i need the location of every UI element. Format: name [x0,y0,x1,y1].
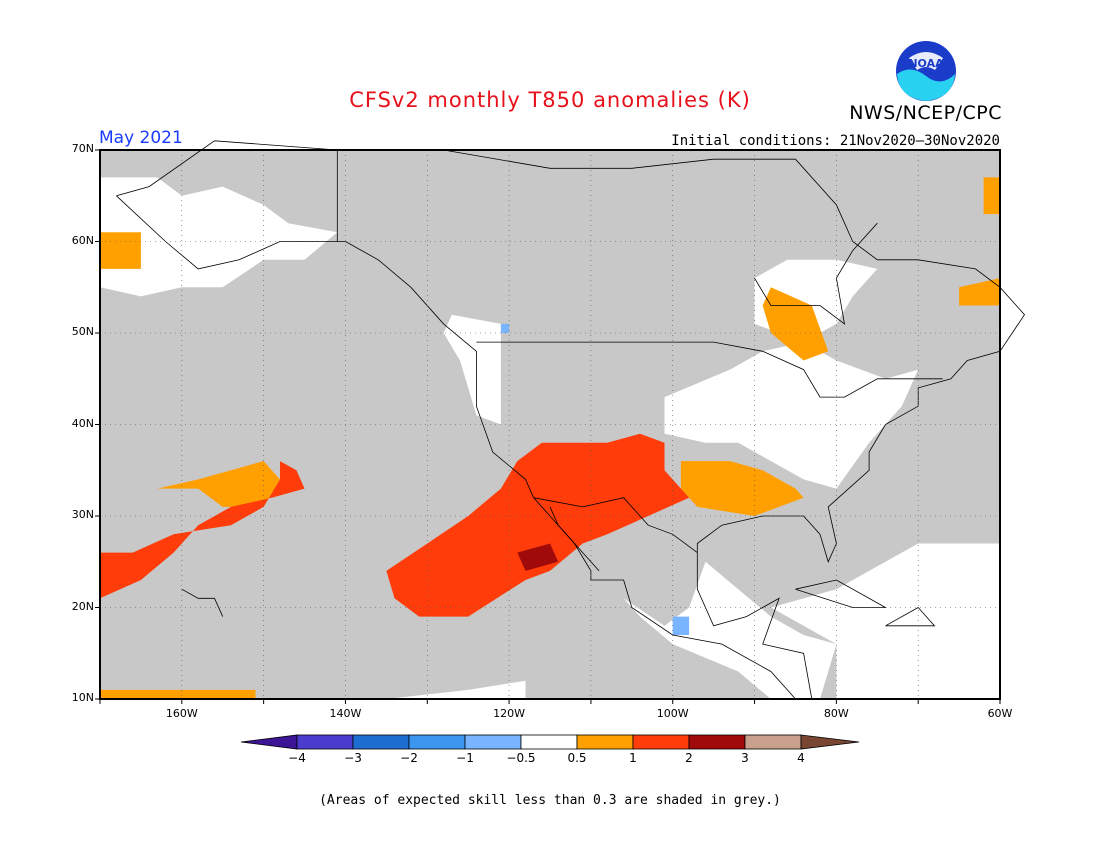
footnote: (Areas of expected skill less than 0.3 a… [319,793,781,808]
border-us-canada [476,341,943,398]
colorbar-label: 3 [741,751,749,765]
colorbar-swatch [464,734,522,750]
coastline-gulf-california [549,506,600,572]
normal-area-alaska [100,177,338,297]
normal-area-central-america [623,561,837,699]
colorbar-label: −3 [344,751,362,765]
anomaly-labrador-south [959,278,1000,306]
lat-label: 20N [71,599,94,613]
colorbar-swatch [520,734,578,750]
month-label: May 2021 [99,128,183,148]
normal-area-caribbean [770,543,1000,699]
coastlines [116,140,1026,700]
lon-label: 140W [329,707,362,720]
colorbar-swatch [632,734,690,750]
anomaly-tropical-pacific [100,689,256,699]
anomaly-south-central-us [680,461,804,516]
colorbar-swatch [352,734,410,750]
colorbar-arrow-low [240,734,298,750]
lon-label: 120W [493,707,526,720]
lat-label: 30N [71,508,94,521]
colorbar-swatch [408,734,466,750]
lon-label: 80W [823,707,849,720]
anomaly-baja-max [517,543,559,571]
coastline-hawaii [181,588,224,617]
coastline-hudson-bay [754,222,878,325]
anomaly-mexico-cool [672,616,690,635]
anomaly-subtropical-pacific [140,461,280,507]
noaa-logo: NOAA [895,40,957,102]
map-frame [99,149,1001,700]
lat-label: 40N [71,416,94,430]
colorbar-label: 0.5 [567,751,587,765]
anomaly-alaska-west [100,232,141,269]
colorbar-swatch [576,734,634,750]
border-us-mexico [533,497,698,553]
anomaly-hawaii-west [100,461,305,599]
anomaly-pacific-nw-cool [500,323,510,333]
colorbar-label: −4 [288,751,306,765]
lat-label: 10N [71,691,94,704]
colorbar-arrow-high [800,734,860,750]
anomaly-southwest-us [386,433,690,617]
lat-label: 50N [71,325,94,338]
colorbar-swatch [296,734,354,750]
colorbar-label: −0.5 [506,751,536,765]
colorbar [240,734,860,750]
colorbar-label: −1 [456,751,474,765]
map-title: CFSv2 monthly T850 anomalies (K) [349,88,751,112]
colorbar-swatch [688,734,746,750]
graticule [95,149,1001,704]
lon-label: 100W [656,707,689,720]
normal-area-south-pacific [214,680,526,699]
initial-conditions-label: Initial conditions: 21Nov2020–30Nov2020 [671,133,1000,149]
anomaly-labrador-north [983,177,1000,215]
lat-label: 60N [71,233,94,247]
normal-area-eastern-us [664,259,919,489]
colorbar-swatch [744,734,802,750]
lon-label: 60W [987,707,1013,720]
lat-label: 70N [71,142,94,155]
logo-text: NOAA [908,57,944,70]
organization-label: NWS/NCEP/CPC [849,102,1002,124]
colorbar-label: 2 [685,751,693,765]
coastline-hispaniola [885,606,936,627]
coastline-north-america-east [116,140,1026,700]
colorbar-label: −2 [400,751,418,765]
colorbar-label: 1 [629,751,637,765]
colorbar-label: 4 [797,751,805,765]
lon-label: 160W [165,707,198,720]
